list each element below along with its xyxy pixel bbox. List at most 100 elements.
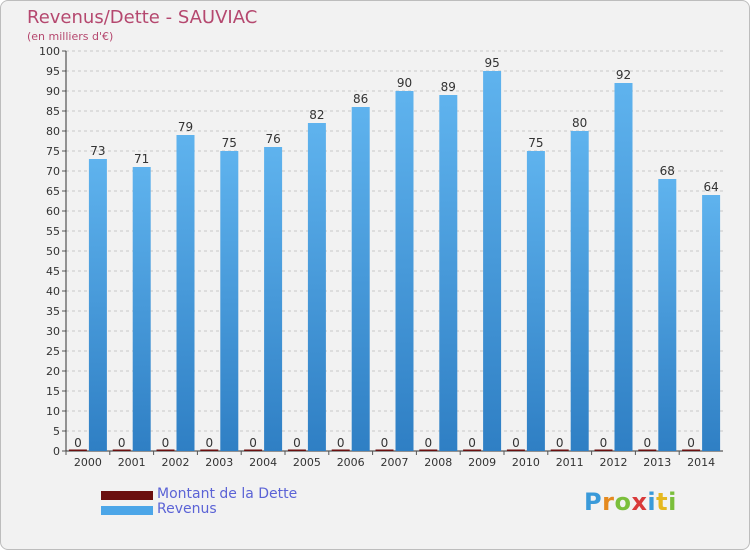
dette-data-label: 0	[74, 436, 82, 450]
dette-data-label: 0	[118, 436, 126, 450]
revenus-data-label: 89	[441, 80, 456, 94]
legend-label-revenus: Revenus	[157, 501, 217, 517]
x-tick-label: 2013	[643, 456, 671, 469]
y-tick-label: 75	[46, 145, 60, 158]
x-tick-label: 2003	[205, 456, 233, 469]
dette-data-label: 0	[600, 436, 608, 450]
y-tick-label: 20	[46, 365, 60, 378]
dette-data-label: 0	[249, 436, 257, 450]
revenus-bar	[220, 151, 239, 451]
logo-letter: o	[614, 488, 632, 516]
legend-label-dette: Montant de la Dette	[157, 486, 298, 502]
dette-data-label: 0	[337, 436, 345, 450]
y-tick-label: 5	[53, 425, 60, 438]
revenus-bar	[483, 71, 502, 451]
dette-bar	[68, 449, 87, 451]
dette-data-label: 0	[556, 436, 564, 450]
revenus-data-label: 95	[484, 56, 499, 70]
y-tick-label: 80	[46, 125, 60, 138]
revenus-bar	[307, 123, 326, 451]
x-tick-label: 2012	[600, 456, 628, 469]
dette-data-label: 0	[424, 436, 432, 450]
revenus-bar	[570, 131, 589, 451]
revenus-data-label: 68	[660, 164, 675, 178]
y-tick-label: 15	[46, 385, 60, 398]
dette-bar	[112, 449, 131, 451]
y-tick-label: 65	[46, 185, 60, 198]
proxiti-logo[interactable]: Proxiti	[584, 488, 677, 516]
x-tick-label: 2007	[381, 456, 409, 469]
x-tick-label: 2009	[468, 456, 496, 469]
dette-bar	[463, 449, 482, 451]
logo-letter: t	[656, 488, 669, 516]
chart-title: Revenus/Dette - SAUVIAC	[27, 7, 258, 28]
dette-bar	[156, 449, 175, 451]
x-tick-label: 2000	[74, 456, 102, 469]
logo-letter: P	[584, 488, 603, 516]
y-tick-label: 95	[46, 65, 60, 78]
revenus-data-label: 92	[616, 68, 631, 82]
y-tick-label: 50	[46, 245, 60, 258]
x-tick-label: 2001	[118, 456, 146, 469]
y-tick-label: 55	[46, 225, 60, 238]
revenus-data-label: 86	[353, 92, 368, 106]
y-tick-label: 40	[46, 285, 60, 298]
legend-swatch-revenus	[101, 506, 153, 515]
revenus-data-label: 73	[90, 144, 105, 158]
dette-bar	[682, 449, 701, 451]
revenus-data-label: 79	[178, 120, 193, 134]
dette-data-label: 0	[687, 436, 695, 450]
logo-letter: r	[602, 488, 615, 516]
revenus-bar	[351, 107, 370, 451]
logo-letter: x	[631, 488, 648, 516]
x-tick-label: 2002	[162, 456, 190, 469]
dette-data-label: 0	[162, 436, 170, 450]
logo-letter: i	[668, 488, 677, 516]
revenus-data-label: 64	[703, 180, 718, 194]
dette-data-label: 0	[468, 436, 476, 450]
dette-bar	[419, 449, 438, 451]
dette-data-label: 0	[381, 436, 389, 450]
revenus-data-label: 82	[309, 108, 324, 122]
revenus-data-label: 76	[265, 132, 280, 146]
revenus-bar	[702, 195, 721, 451]
revenus-bar	[176, 135, 195, 451]
x-tick-label: 2008	[424, 456, 452, 469]
dette-bar	[244, 449, 263, 451]
revenus-bar	[439, 95, 458, 451]
revenus-data-label: 71	[134, 152, 149, 166]
y-tick-label: 60	[46, 205, 60, 218]
dette-data-label: 0	[643, 436, 651, 450]
y-tick-label: 35	[46, 305, 60, 318]
y-tick-label: 85	[46, 105, 60, 118]
y-tick-label: 100	[39, 45, 60, 58]
revenus-data-label: 75	[528, 136, 543, 150]
dette-bar	[506, 449, 525, 451]
legend-swatch-dette	[101, 491, 153, 500]
dette-bar	[638, 449, 657, 451]
x-tick-label: 2005	[293, 456, 321, 469]
revenus-bar	[658, 179, 677, 451]
revenus-data-label: 75	[222, 136, 237, 150]
dette-data-label: 0	[205, 436, 213, 450]
y-tick-label: 90	[46, 85, 60, 98]
chart-subtitle: (en milliers d'€)	[27, 30, 114, 43]
dette-bar	[331, 449, 350, 451]
revenus-bar	[132, 167, 151, 451]
dette-data-label: 0	[293, 436, 301, 450]
y-tick-label: 45	[46, 265, 60, 278]
revenus-bar	[264, 147, 283, 451]
x-tick-label: 2014	[687, 456, 715, 469]
y-tick-label: 10	[46, 405, 60, 418]
dette-bar	[550, 449, 569, 451]
x-tick-label: 2010	[512, 456, 540, 469]
y-tick-label: 0	[53, 445, 60, 458]
logo-letter: i	[647, 488, 657, 516]
y-tick-label: 30	[46, 325, 60, 338]
revenus-data-label: 90	[397, 76, 412, 90]
revenus-bar	[526, 151, 545, 451]
y-tick-label: 25	[46, 345, 60, 358]
revenus-bar	[88, 159, 107, 451]
dette-bar	[200, 449, 219, 451]
